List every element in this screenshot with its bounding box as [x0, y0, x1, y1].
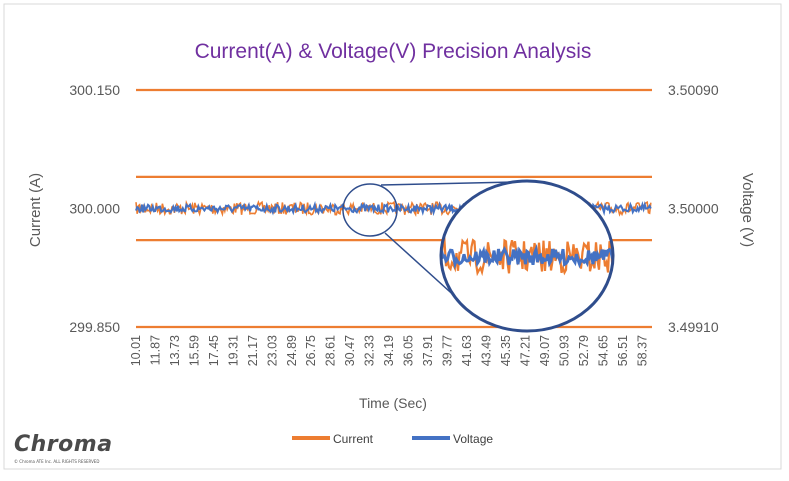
y-axis-left-label: Current (A) — [27, 173, 44, 247]
y-axis-right-label: Voltage (V) — [739, 173, 756, 247]
y-tick-right: 3.49910 — [668, 319, 719, 335]
x-tick: 52.79 — [577, 335, 591, 366]
x-tick: 19.31 — [226, 335, 240, 366]
legend-label-voltage: Voltage — [453, 432, 493, 446]
x-tick: 15.59 — [187, 335, 201, 366]
x-tick: 28.61 — [324, 335, 338, 366]
x-tick: 49.07 — [538, 335, 552, 366]
x-tick: 58.37 — [635, 335, 649, 366]
inset-voltage-line — [441, 243, 613, 270]
x-tick: 34.19 — [382, 335, 396, 366]
x-tick: 37.91 — [421, 335, 435, 366]
x-tick: 23.03 — [265, 335, 279, 366]
x-tick: 43.49 — [479, 335, 493, 366]
y-axis-right-ticks: 3.50090 3.50000 3.49910 — [668, 82, 719, 335]
y-tick-left: 299.850 — [69, 319, 120, 335]
x-tick: 45.35 — [499, 335, 513, 366]
y-tick-left: 300.000 — [69, 201, 120, 217]
reference-lines — [136, 88, 652, 329]
x-tick: 21.17 — [246, 335, 260, 366]
x-tick: 54.65 — [596, 335, 610, 366]
y-tick-left: 300.150 — [69, 82, 120, 98]
x-tick: 47.21 — [518, 335, 532, 366]
x-tick: 26.75 — [304, 335, 318, 366]
chroma-logo: Chroma — [14, 432, 113, 457]
x-tick: 56.51 — [616, 335, 630, 366]
zoom-inset — [439, 179, 615, 333]
x-tick: 13.73 — [168, 335, 182, 366]
x-tick: 50.93 — [557, 335, 571, 366]
chart-title: Current(A) & Voltage(V) Precision Analys… — [195, 40, 592, 63]
y-axis-left-ticks: 300.150 300.000 299.850 — [69, 82, 120, 335]
x-tick: 11.87 — [148, 335, 162, 365]
x-tick: 30.47 — [343, 335, 357, 366]
x-axis-ticks: 10.01 11.87 13.73 15.59 17.45 19.31 21.17 23.03… — [129, 335, 649, 366]
x-tick: 10.01 — [129, 335, 143, 366]
x-tick: 36.05 — [402, 335, 416, 366]
zoom-inset-ring — [439, 179, 615, 333]
chart-border — [3, 3, 782, 470]
legend: Current Voltage — [292, 432, 493, 446]
y-tick-right: 3.50090 — [668, 82, 719, 98]
y-tick-right: 3.50000 — [668, 201, 719, 217]
x-tick: 39.77 — [441, 335, 455, 366]
x-axis-label: Time (Sec) — [359, 395, 427, 411]
x-tick: 41.63 — [460, 335, 474, 366]
x-tick: 32.33 — [363, 335, 377, 366]
x-tick: 24.89 — [285, 335, 299, 366]
copyright-text: © Chroma ATE Inc. ALL RIGHTS RESERVED — [14, 459, 100, 464]
x-tick: 17.45 — [207, 335, 221, 366]
legend-label-current: Current — [333, 432, 374, 446]
